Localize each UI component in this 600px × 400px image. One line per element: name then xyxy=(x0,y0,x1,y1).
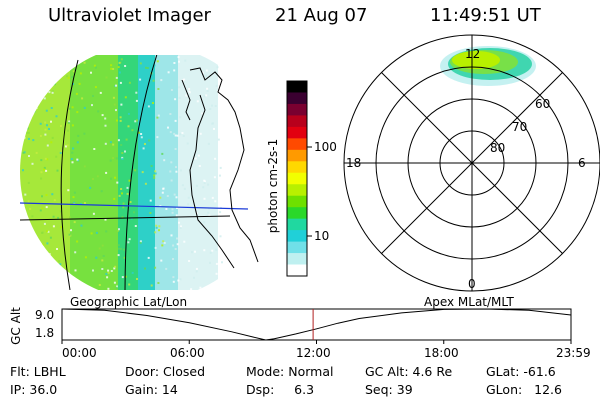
header-time: 11:49:51 UT xyxy=(430,5,541,26)
colorbar-segment xyxy=(287,149,307,162)
colorbar-segment xyxy=(287,230,307,243)
mlt-label-left: 18 xyxy=(346,156,362,170)
timeline-xtick: 18:00 xyxy=(424,346,459,360)
timeline-ylabel: GC Alt xyxy=(9,307,23,345)
timeline-xtick: 12:00 xyxy=(296,346,331,360)
colorbar-segment xyxy=(287,138,307,151)
coastline xyxy=(189,94,235,269)
status-seq: Seq: 39 xyxy=(365,382,413,397)
coastline xyxy=(189,67,259,263)
colorbar-segment xyxy=(287,92,307,105)
colorbar-segment xyxy=(287,184,307,197)
status-dsp: Dsp: 6.3 xyxy=(246,382,315,397)
status-gain: Gain: 14 xyxy=(125,382,178,397)
header-title: Ultraviolet Imager xyxy=(48,5,211,26)
lat-label-60: 60 xyxy=(535,97,551,111)
colorbar-segment xyxy=(287,81,307,94)
colorbar-segment xyxy=(287,115,307,128)
timeline-ytick-top: 9.0 xyxy=(35,308,55,322)
polar-plot xyxy=(343,34,600,292)
lat-label-70: 70 xyxy=(512,120,528,134)
timeline-xtick: 06:00 xyxy=(170,346,205,360)
colorbar-segment xyxy=(287,161,307,174)
header-date: 21 Aug 07 xyxy=(275,5,368,26)
colorbar-segment xyxy=(287,253,307,266)
mlt-label-right: 6 xyxy=(578,156,586,170)
status-glat: GLat: -61.6 xyxy=(486,364,556,379)
colorbar-segment xyxy=(287,126,307,139)
timeline-xtick: 23:59 xyxy=(556,346,591,360)
status-door: Door: Closed xyxy=(125,364,206,379)
colorbar-segment xyxy=(287,241,307,254)
mlt-label-top: 12 xyxy=(465,47,481,61)
meridian-line xyxy=(60,59,79,290)
colorbar-segment xyxy=(287,172,307,185)
status-glon: GLon: 12.6 xyxy=(486,382,562,397)
meridian-line xyxy=(124,55,158,290)
timeline-ytick-bottom: 1.8 xyxy=(35,326,55,340)
status-flt: Flt: LBHL xyxy=(10,364,66,379)
parallel-line xyxy=(20,215,231,221)
colorbar-unit-label: photon cm-2s-1 xyxy=(266,138,280,234)
colorbar-segment xyxy=(287,207,307,220)
status-gc-alt: GC Alt: 4.6 Re xyxy=(365,364,453,379)
terminator-line xyxy=(20,202,249,210)
lat-label-80: 80 xyxy=(490,141,506,155)
altitude-series-line xyxy=(61,308,572,341)
colorbar-tick-10: 10 xyxy=(314,229,330,243)
colorbar-segment xyxy=(287,195,307,208)
status-mode: Mode: Normal xyxy=(246,364,334,379)
geographic-caption: Geographic Lat/Lon xyxy=(70,295,188,309)
colorbar-tick-100: 100 xyxy=(314,140,337,154)
status-ip: IP: 36.0 xyxy=(10,382,58,397)
colorbar-segment xyxy=(287,218,307,231)
geographic-image xyxy=(20,55,259,290)
colorbar-segment xyxy=(287,103,307,117)
colorbar-segment xyxy=(287,264,307,277)
mlt-label-bottom: 0 xyxy=(468,277,476,291)
apex-caption: Apex MLat/MLT xyxy=(424,295,514,309)
coastline xyxy=(181,79,191,121)
timeline-xtick: 00:00 xyxy=(62,346,97,360)
colorbar xyxy=(286,80,312,277)
altitude-timeline xyxy=(61,308,572,344)
